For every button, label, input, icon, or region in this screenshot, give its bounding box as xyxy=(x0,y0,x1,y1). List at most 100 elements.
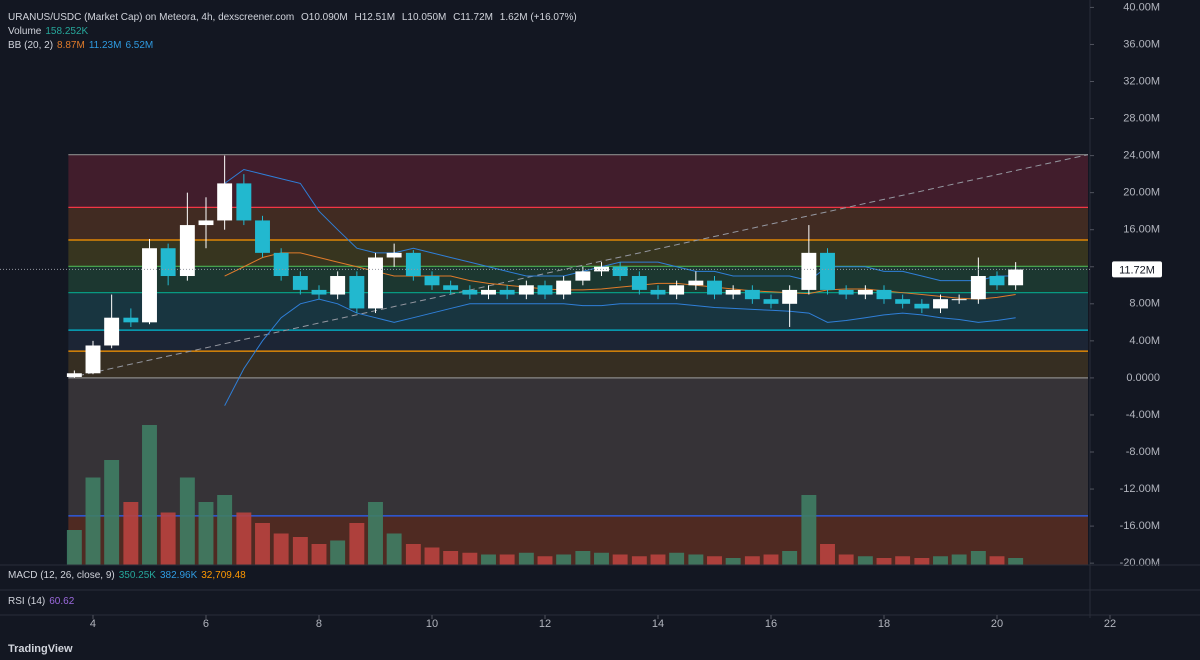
volume-bar xyxy=(970,551,986,565)
macd-value: 382.96K xyxy=(159,570,198,581)
ohlc-value: 10.050M xyxy=(407,12,447,23)
fib-band xyxy=(68,377,1089,516)
candle-body xyxy=(575,271,591,281)
candle-body xyxy=(914,303,930,309)
price-axis xyxy=(1090,0,1200,618)
y-tick-label: -4.00M xyxy=(1126,409,1160,421)
candle-body xyxy=(1008,269,1024,286)
candle-body xyxy=(857,289,873,295)
volume-bar xyxy=(707,556,722,565)
volume-bar xyxy=(1008,558,1024,565)
volume-value: 158.252K xyxy=(45,26,89,37)
candle-body xyxy=(669,285,685,295)
candle-body xyxy=(236,183,252,221)
volume-bar xyxy=(801,495,817,565)
y-tick-label: -20.00M xyxy=(1120,557,1160,569)
volume-bar xyxy=(236,512,252,565)
x-tick-label: 22 xyxy=(1104,618,1116,630)
y-tick-label: -16.00M xyxy=(1120,520,1160,532)
volume-bar xyxy=(876,558,892,565)
candle-body xyxy=(688,280,704,286)
candle-body xyxy=(179,225,195,277)
candle-body xyxy=(631,276,647,290)
volume-bar xyxy=(198,502,214,565)
candle-body xyxy=(405,252,421,277)
ohlc-value: 11.72M xyxy=(460,12,493,23)
volume-bar xyxy=(537,556,553,565)
candle-body xyxy=(650,289,666,295)
candle-body xyxy=(255,220,270,253)
candle-body xyxy=(744,289,760,300)
candle-body xyxy=(386,252,402,258)
x-tick-label: 6 xyxy=(203,618,209,630)
candle-body xyxy=(424,276,440,286)
volume-bar xyxy=(499,554,515,565)
y-tick-label: 4.00M xyxy=(1129,335,1160,347)
last-price-label: 11.72M xyxy=(1119,264,1155,276)
candle-body xyxy=(838,289,854,295)
x-tick-label: 12 xyxy=(539,618,551,630)
y-tick-label: 16.00M xyxy=(1123,224,1160,236)
brand-text: TradingView xyxy=(8,643,73,655)
volume-bar xyxy=(744,556,760,565)
fib-band xyxy=(68,239,1089,267)
candle-body xyxy=(462,289,478,295)
y-tick-label: 24.00M xyxy=(1123,150,1160,162)
candle-body xyxy=(801,252,817,290)
volume-bar xyxy=(386,533,402,565)
volume-bar xyxy=(273,533,289,565)
rsi-value: 60.62 xyxy=(49,596,75,607)
macd-row: MACD (12, 26, close, 9) 350.25K 382.96K 32,… xyxy=(8,570,250,581)
candle-body xyxy=(292,276,308,290)
y-tick-label: 32.00M xyxy=(1123,75,1160,87)
ohlc-label: L xyxy=(401,12,408,23)
volume-bar xyxy=(857,556,873,565)
volume-bar xyxy=(462,552,478,565)
candle-body xyxy=(707,280,722,295)
volume-bar xyxy=(895,556,911,565)
volume-bar xyxy=(838,554,854,565)
volume-bar xyxy=(763,554,779,565)
volume-bar xyxy=(782,551,798,565)
candle-body xyxy=(443,285,459,290)
volume-label: Volume xyxy=(8,26,42,37)
volume-bar xyxy=(330,540,346,565)
y-tick-label: -12.00M xyxy=(1120,483,1160,495)
rsi-row: RSI (14) 60.62 xyxy=(8,596,78,607)
bb-value: 8.87M xyxy=(57,40,85,51)
candle-body xyxy=(518,285,534,295)
fib-band xyxy=(68,292,1089,331)
candle-body xyxy=(481,289,496,295)
y-tick-label: 28.00M xyxy=(1123,112,1160,124)
volume-bar xyxy=(311,544,327,565)
candle-body xyxy=(142,248,157,323)
volume-bar xyxy=(669,552,685,565)
y-tick-label: 36.00M xyxy=(1123,38,1160,50)
volume-bar xyxy=(160,512,176,565)
volume-bar xyxy=(594,552,609,565)
volume-bar xyxy=(481,554,496,565)
candle-body xyxy=(368,257,383,309)
candle-body xyxy=(85,345,101,374)
x-tick-label: 16 xyxy=(765,618,777,630)
candle-body xyxy=(989,276,1005,286)
volume-bar xyxy=(631,556,647,565)
candle-body xyxy=(970,276,986,300)
ohlc-label: C xyxy=(453,12,461,23)
y-tick-label: -8.00M xyxy=(1126,446,1160,458)
volume-bar xyxy=(688,554,704,565)
x-tick-label: 20 xyxy=(991,618,1003,630)
candle-body xyxy=(820,252,835,290)
candle-body xyxy=(104,317,120,346)
candle-body xyxy=(160,248,176,277)
candle-body xyxy=(933,299,948,309)
candle-body xyxy=(951,299,967,301)
volume-bar xyxy=(951,554,967,565)
trend-line xyxy=(68,154,1089,379)
candle-body xyxy=(499,289,515,295)
brand: TradingView xyxy=(8,643,77,655)
volume-bar xyxy=(66,530,82,565)
volume-bar xyxy=(104,460,120,565)
